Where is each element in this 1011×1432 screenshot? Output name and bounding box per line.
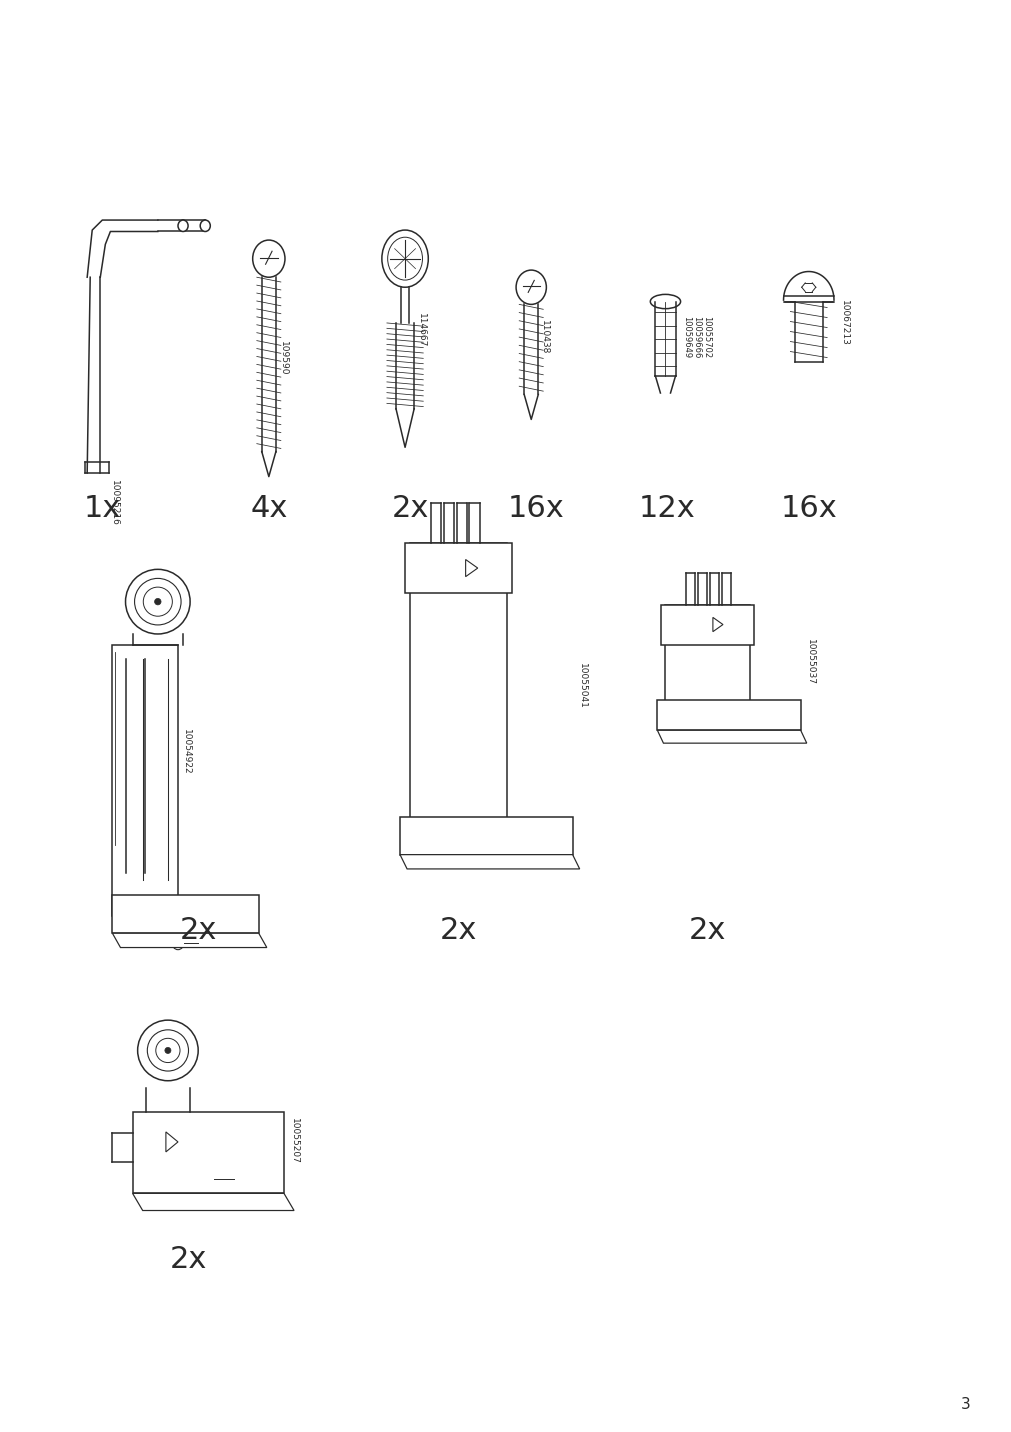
Ellipse shape [125, 570, 190, 634]
Polygon shape [404, 543, 512, 593]
Polygon shape [132, 1193, 294, 1210]
Text: 2x: 2x [391, 494, 429, 523]
Polygon shape [409, 543, 507, 829]
Ellipse shape [381, 231, 428, 288]
Polygon shape [112, 895, 259, 934]
Text: 10054922: 10054922 [182, 729, 191, 775]
Ellipse shape [482, 831, 511, 842]
Ellipse shape [178, 221, 188, 232]
Ellipse shape [155, 599, 161, 604]
Text: 10055041: 10055041 [577, 663, 586, 709]
Text: 10055702
10059666
10059649: 10055702 10059666 10059649 [681, 316, 711, 358]
Text: 10055207: 10055207 [290, 1117, 298, 1163]
Text: 10055037: 10055037 [805, 639, 814, 684]
Ellipse shape [693, 712, 701, 719]
Text: 4x: 4x [250, 494, 287, 523]
Ellipse shape [253, 241, 285, 278]
Text: 2x: 2x [688, 916, 726, 945]
Ellipse shape [443, 831, 453, 842]
Text: 16x: 16x [779, 494, 836, 523]
Ellipse shape [200, 221, 210, 232]
Text: 2x: 2x [169, 1244, 206, 1273]
Text: 10067213: 10067213 [839, 301, 848, 347]
Ellipse shape [165, 1047, 171, 1054]
Polygon shape [112, 934, 267, 948]
Text: 110438: 110438 [540, 321, 549, 355]
Polygon shape [132, 1111, 284, 1193]
Text: 3: 3 [959, 1398, 970, 1412]
Text: 114667: 114667 [417, 314, 426, 348]
Text: 16x: 16x [508, 494, 564, 523]
Polygon shape [399, 855, 579, 869]
Text: 2x: 2x [440, 916, 477, 945]
Text: 1x: 1x [84, 494, 121, 523]
Ellipse shape [442, 662, 474, 753]
Polygon shape [657, 700, 800, 730]
Polygon shape [657, 730, 806, 743]
Text: 2x: 2x [179, 916, 216, 945]
Text: 109590: 109590 [279, 341, 288, 377]
Text: 12x: 12x [639, 494, 696, 523]
Ellipse shape [206, 908, 231, 919]
Polygon shape [112, 644, 178, 916]
Polygon shape [399, 818, 572, 855]
Ellipse shape [723, 710, 747, 720]
Ellipse shape [516, 271, 546, 305]
Polygon shape [665, 604, 749, 709]
Ellipse shape [650, 295, 680, 309]
Text: 10095216: 10095216 [110, 480, 119, 526]
Polygon shape [661, 604, 753, 644]
Ellipse shape [173, 908, 183, 919]
Ellipse shape [137, 1020, 198, 1081]
